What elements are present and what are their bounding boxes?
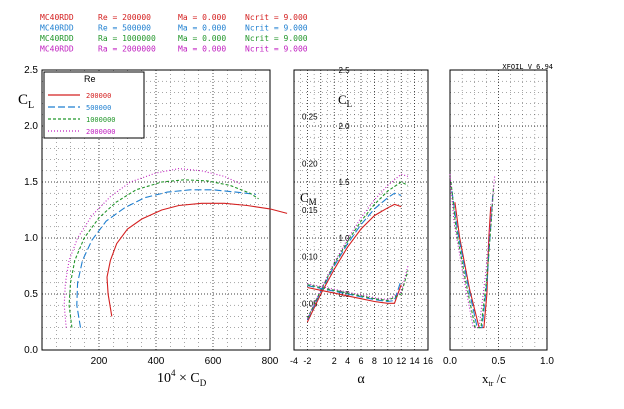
cl-tick-label: 1.5 (338, 178, 350, 187)
cl-tick-label: 1.0 (338, 234, 350, 243)
xfoil-version: XFOIL V 6.94 (502, 63, 553, 71)
xtr-tick-labels: 0.0 0.5 1.0 (443, 356, 554, 367)
drag-polar-series (63, 168, 288, 328)
header-mach: Ma = 0.000 (178, 13, 226, 22)
cd-tick-label: 400 (148, 356, 165, 367)
series-line-re-200000 (306, 203, 402, 323)
alpha-tick-label: 8 (372, 356, 377, 366)
cm-alpha-series (307, 265, 409, 304)
series-line-re-2000000 (63, 168, 242, 328)
alpha-tick-labels: -4 -2 2 4 6 8 10 12 14 16 (290, 356, 433, 366)
alpha-tick-label: 12 (396, 356, 406, 366)
cm-tick-label: 0.20 (302, 159, 318, 168)
cl-tick-label: 2.5 (338, 66, 350, 75)
series-line-re-1000000 (450, 181, 495, 329)
cm-tick-label: 0.05 (302, 299, 318, 308)
alpha-tick-label: 14 (410, 356, 420, 366)
cl-tick-label: 0.0 (24, 345, 38, 356)
header-mach: Ma = 0.000 (178, 24, 226, 33)
cm-tick-label: 0.15 (302, 206, 318, 215)
cm-tick-label: 0.10 (302, 253, 318, 262)
series-line-re-1000000 (307, 270, 409, 302)
cd-tick-label: 200 (91, 356, 108, 367)
legend-box (43, 71, 145, 139)
series-line-re-1000000 (306, 181, 409, 319)
cl-axis-label: CL (18, 92, 34, 111)
header-ncrit: Ncrit = 9.000 (245, 24, 308, 33)
alpha-tick-label: 2 (332, 356, 337, 366)
header-reynolds: Ra = 1000000 (98, 34, 156, 43)
series-line-re-500000 (306, 192, 402, 321)
legend-entry: 200000 (86, 92, 111, 100)
alpha-axis-label: α (357, 372, 365, 387)
alpha-tick-label: 4 (345, 356, 350, 366)
series-line-re-2000000 (307, 265, 409, 301)
xtr-axis-label: xtr /c (482, 371, 506, 388)
cd-tick-label: 600 (205, 356, 222, 367)
cm-tick-labels: 0.05 0.10 0.15 0.20 0.25 (302, 113, 318, 309)
cl-alpha-series (306, 173, 409, 323)
cl-tick-labels-alpha: 0.5 1.0 1.5 2.0 2.5 (338, 66, 350, 299)
cl-tick-label: 2.0 (24, 121, 38, 132)
xtr-tick-label: 0.5 (492, 356, 506, 367)
cl-axis-label-alpha: CL (338, 92, 352, 109)
header-row: MC40RDD Ra = 2000000 Ma = 0.000 Ncrit = 9.0… (40, 45, 308, 54)
header-reynolds: Re = 500000 (98, 24, 151, 33)
alpha-panel (293, 69, 429, 351)
header-ncrit: Ncrit = 9.000 (245, 13, 308, 22)
cl-tick-label: 2.0 (338, 122, 350, 131)
cm-axis-label: CM (300, 190, 317, 207)
header-airfoil: MC40RDD (40, 24, 74, 33)
series-line-re-200000 (454, 202, 492, 329)
drag-polar-panel (41, 69, 271, 351)
series-line-re-500000 (76, 189, 256, 328)
header-reynolds: Ra = 2000000 (98, 45, 156, 54)
header-airfoil: MC40RDD (40, 13, 74, 22)
alpha-tick-label: 10 (383, 356, 393, 366)
alpha-tick-label: -4 (290, 356, 298, 366)
header-ncrit: Ncrit = 9.000 (245, 45, 308, 54)
header-airfoil: MC40RDD (40, 34, 74, 43)
legend-title: Re (84, 74, 96, 84)
cl-tick-label: 2.5 (24, 65, 38, 76)
cl-tick-label: 1.5 (24, 177, 38, 188)
legend: Re 200000 500000 1000000 2000000 (43, 71, 145, 139)
series-line-re-200000 (307, 284, 402, 304)
series-line-re-1000000 (68, 179, 259, 328)
series-line-re-500000 (451, 190, 494, 329)
header-reynolds: Re = 200000 (98, 13, 151, 22)
transition-series (449, 174, 496, 329)
header-airfoil: MC40RDD (40, 45, 74, 54)
cl-tick-label: 1.0 (24, 233, 38, 244)
cl-tick-label: 0.5 (24, 289, 38, 300)
header-row: MC40RDD Re = 200000 Ma = 0.000 Ncrit = 9.00… (40, 13, 308, 22)
cd-tick-labels: 200 400 600 800 (91, 356, 279, 367)
cd-tick-label: 800 (262, 356, 279, 367)
alpha-tick-label: 16 (423, 356, 433, 366)
xtr-tick-label: 1.0 (540, 356, 554, 367)
alpha-panel-frame (293, 69, 429, 351)
legend-entry: 500000 (86, 104, 111, 112)
legend-entry: 2000000 (86, 128, 116, 136)
alpha-tick-label: -2 (303, 356, 311, 366)
xtr-tick-label: 0.0 (443, 356, 457, 367)
legend-entry: 1000000 (86, 116, 116, 124)
header-ncrit: Ncrit = 9.000 (245, 34, 308, 43)
series-line-re-500000 (307, 279, 402, 303)
header-mach: Ma = 0.000 (178, 45, 226, 54)
cd-axis-label: 104 × CD (157, 368, 207, 388)
drag-polar-panel-frame (41, 69, 271, 351)
series-line-re-200000 (106, 202, 288, 317)
cl-tick-label: 0.5 (338, 290, 350, 299)
series-line-re-2000000 (306, 173, 409, 319)
transition-panel-frame (449, 69, 548, 351)
header-row: MC40RDD Ra = 1000000 Ma = 0.000 Ncrit = 9.0… (40, 34, 308, 43)
transition-panel (449, 69, 548, 351)
cl-tick-labels: 0.0 0.5 1.0 1.5 2.0 2.5 (24, 65, 38, 356)
cm-tick-label: 0.25 (302, 113, 318, 122)
alpha-tick-label: 6 (358, 356, 363, 366)
header-row: MC40RDD Re = 500000 Ma = 0.000 Ncrit = 9.00… (40, 24, 308, 33)
header-mach: Ma = 0.000 (178, 34, 226, 43)
